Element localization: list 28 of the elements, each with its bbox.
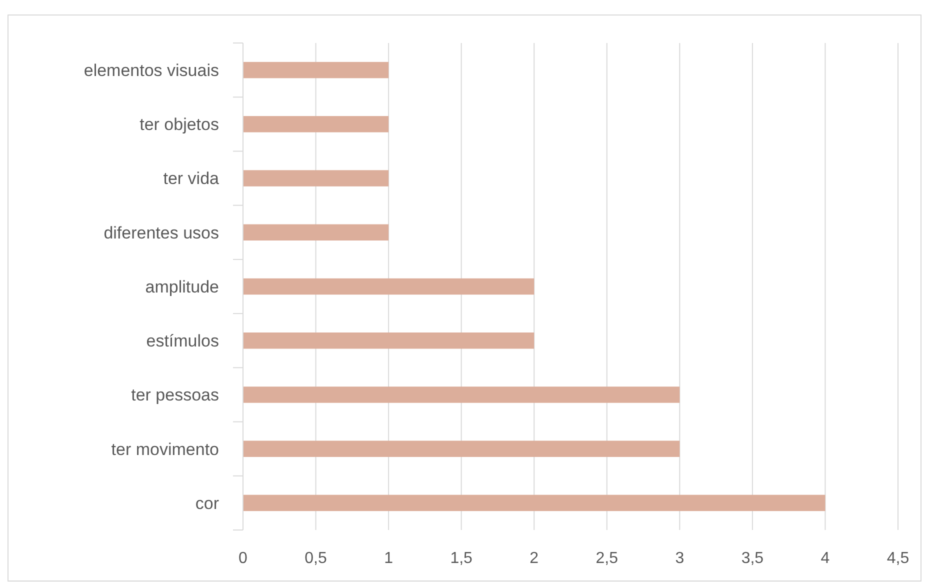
bar [243,62,389,78]
bar [243,224,389,241]
y-tick-label: ter vida [163,169,220,188]
x-tick-label: 2 [530,550,539,567]
y-tick-label: estímulos [146,332,219,351]
bar [243,332,534,349]
x-tick-label: 1,5 [450,550,473,567]
bar [243,170,389,186]
bar [243,116,389,132]
y-tick-label: ter movimento [111,440,219,459]
x-tick-label: 0,5 [304,550,327,567]
y-tick-label: diferentes usos [104,223,219,242]
x-tick-label: 0 [238,550,248,567]
bar [243,386,680,403]
x-tick-label: 4 [820,550,830,567]
x-tick-label: 1 [384,550,394,567]
bar [243,278,534,295]
bar [243,494,826,512]
bar [243,440,680,457]
x-tick-label: 3,5 [741,550,764,567]
y-tick-label: amplitude [145,277,219,296]
x-tick-label: 3 [675,550,684,567]
y-tick-label: cor [195,494,220,513]
x-tick-label: 4,5 [886,550,910,567]
y-tick-label: ter objetos [140,115,219,134]
y-tick-label: ter pessoas [131,386,219,405]
y-tick-label: elementos visuais [84,61,219,80]
x-tick-label: 2,5 [596,550,618,567]
